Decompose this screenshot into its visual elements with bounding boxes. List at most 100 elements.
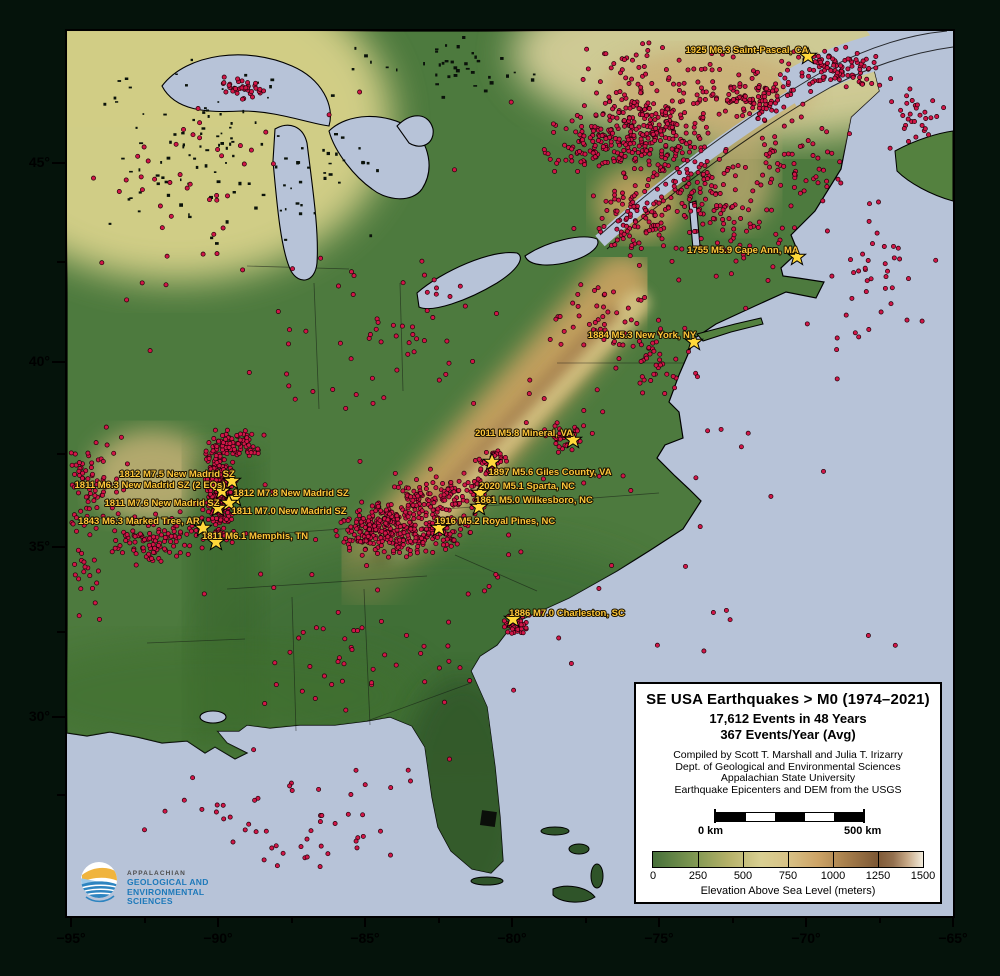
earthquake-dot — [69, 462, 75, 468]
earthquake-dot — [569, 146, 575, 152]
earthquake-dot — [147, 535, 153, 541]
earthquake-dot — [679, 246, 685, 252]
small-lake — [328, 162, 332, 165]
earthquake-dot — [329, 682, 335, 687]
earthquake-dot — [633, 219, 639, 225]
earthquake-dot — [718, 211, 724, 217]
earthquake-dot — [698, 148, 704, 154]
small-lake — [230, 122, 233, 125]
earthquake-dot — [713, 96, 719, 102]
historic-earthquake-label: 1811 M6.1 Memphis, TN — [202, 531, 308, 542]
earthquake-dot — [628, 317, 634, 323]
earthquake-dot — [369, 680, 375, 686]
earthquake-dot — [877, 82, 883, 88]
earthquake-dot — [807, 67, 813, 73]
earthquake-dot — [502, 455, 508, 460]
earthquake-dot — [93, 525, 99, 531]
earthquake-dot — [610, 106, 616, 112]
historic-earthquake-label: 1811 M7.6 New Madrid SZ — [104, 498, 219, 509]
earthquake-dot — [370, 666, 376, 672]
earthquake-dot — [643, 230, 649, 236]
earthquake-dot — [147, 348, 153, 354]
earthquake-dot — [849, 295, 855, 301]
earthquake-dot — [674, 166, 680, 171]
earthquake-dot — [659, 148, 665, 154]
earthquake-dot — [826, 54, 831, 60]
earthquake-dot — [482, 588, 487, 594]
small-lake — [129, 197, 133, 199]
historic-earthquake-star — [205, 532, 227, 551]
earthquake-dot — [626, 81, 632, 86]
small-lake — [334, 133, 338, 136]
earthquake-dot — [336, 283, 341, 289]
earthquake-dot — [452, 167, 457, 173]
earthquake-dot — [723, 148, 728, 154]
earthquake-dot — [747, 97, 753, 103]
earthquake-dot — [475, 476, 481, 482]
small-lake — [370, 60, 372, 64]
small-lake — [201, 127, 206, 130]
earthquake-dot — [834, 70, 840, 76]
earthquake-dot — [593, 112, 599, 118]
latitude-tick — [52, 716, 65, 718]
earthquake-dot — [663, 109, 669, 115]
earthquake-dot — [220, 802, 226, 808]
earthquake-dot — [598, 126, 604, 132]
earthquake-dot — [728, 85, 734, 91]
earthquake-dot — [569, 158, 575, 164]
earthquake-dot — [803, 178, 809, 184]
earthquake-dot — [272, 660, 278, 666]
earthquake-dot — [400, 488, 406, 494]
earthquake-dot — [335, 609, 341, 615]
earthquake-dot — [592, 154, 598, 160]
longitude-minor-tick — [878, 918, 881, 923]
earthquake-dot — [828, 68, 834, 73]
earthquake-dot — [620, 195, 626, 201]
earthquake-dot — [581, 103, 587, 109]
earthquake-dot — [711, 85, 717, 91]
earthquake-dot — [131, 547, 137, 553]
earthquake-dot — [208, 488, 214, 494]
small-lake — [192, 118, 195, 122]
earthquake-dot — [132, 533, 138, 539]
earthquake-dot — [773, 140, 778, 146]
earthquake-dot — [372, 547, 378, 553]
earthquake-dot — [579, 124, 585, 129]
earthquake-dot — [635, 150, 641, 156]
earthquake-dot — [213, 809, 219, 815]
earthquake-dot — [287, 649, 293, 655]
earthquake-dot — [847, 131, 852, 137]
st-lawrence-estuary — [867, 31, 953, 76]
earthquake-dot — [624, 215, 630, 221]
earthquake-dot — [447, 531, 453, 537]
earthquake-dot — [335, 659, 341, 665]
earthquake-dot — [124, 297, 130, 303]
earthquake-dot — [142, 827, 147, 833]
small-lake — [161, 176, 165, 179]
earthquake-dot — [704, 176, 710, 182]
earthquake-dot — [864, 278, 870, 284]
earthquake-dots-layer — [68, 40, 947, 870]
earthquake-dot — [493, 572, 499, 577]
earthquake-dot — [390, 548, 396, 554]
earthquake-dot — [71, 484, 77, 490]
earthquake-dot — [659, 236, 665, 242]
small-lake — [188, 213, 190, 216]
earthquake-dot — [634, 321, 640, 326]
earthquake-dot — [656, 122, 662, 128]
earthquake-dot — [763, 160, 769, 166]
small-lake — [137, 210, 141, 213]
historic-earthquake-star — [469, 483, 491, 502]
earthquake-dot — [683, 123, 689, 129]
earthquake-dot — [249, 89, 254, 95]
historic-earthquake-label: 1812 M7.8 New Madrid SZ — [233, 488, 349, 499]
earthquake-dot — [671, 156, 677, 162]
earthquake-dot — [557, 426, 562, 432]
earthquake-dot — [755, 116, 761, 122]
earthquake-dot — [565, 431, 571, 437]
earthquake-dot — [101, 474, 107, 480]
earthquake-dot — [748, 198, 754, 204]
earthquake-dot — [214, 251, 220, 257]
earthquake-dot — [243, 85, 249, 91]
small-lake — [221, 88, 224, 90]
